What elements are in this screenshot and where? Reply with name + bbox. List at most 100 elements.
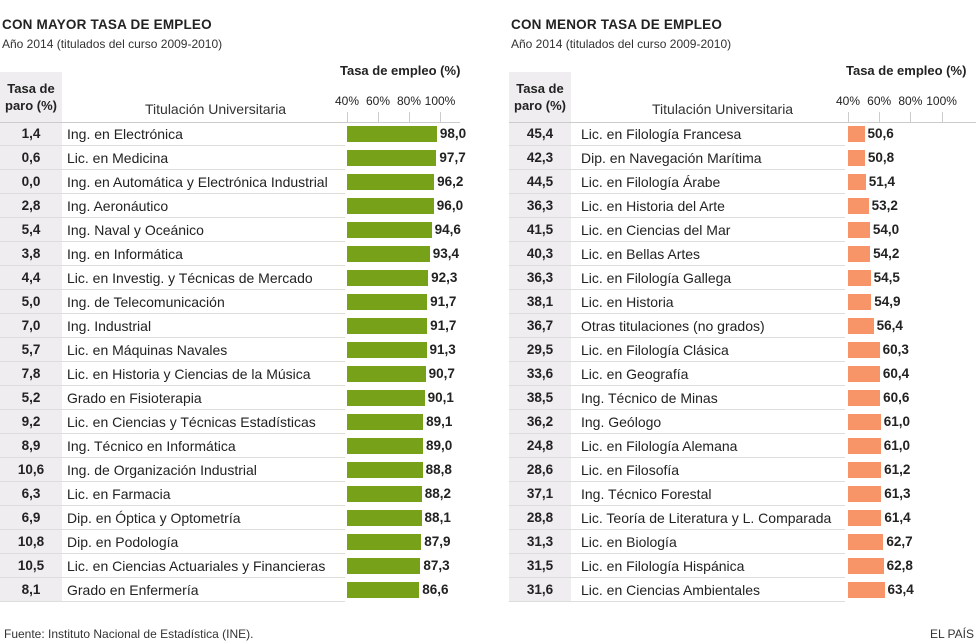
header-paro-line1: Tasa de <box>516 81 564 96</box>
panel-subtitle: Año 2014 (titulados del curso 2009-2010) <box>2 37 223 51</box>
paro-value: 8,1 <box>21 582 41 597</box>
bar <box>347 198 434 214</box>
bar-value: 54,0 <box>872 222 900 237</box>
paro-value: 28,6 <box>526 462 554 477</box>
bar <box>848 174 866 190</box>
row-divider <box>0 553 345 554</box>
titulacion-label: Lic. en Filología Hispánica <box>581 558 745 574</box>
titulacion-label: Ing. en Automática y Electrónica Industr… <box>67 174 328 190</box>
paro-value: 36,2 <box>526 414 554 429</box>
panel-title: CON MENOR TASA DE EMPLEO <box>511 17 723 32</box>
titulacion-label: Lic. en Medicina <box>67 150 169 166</box>
row-divider <box>0 577 345 578</box>
paro-value: 5,0 <box>21 294 41 309</box>
bar-value: 61,0 <box>883 438 911 453</box>
titulacion-label: Lic. en Ciencias del Mar <box>581 222 731 238</box>
titulacion-label: Lic. en Ciencias Actuariales y Financier… <box>67 558 326 574</box>
bar <box>347 342 427 358</box>
titulacion-label: Grado en Fisioterapia <box>67 390 202 406</box>
bar-value: 60,4 <box>882 366 910 381</box>
bar-value: 54,5 <box>873 270 900 285</box>
titulacion-label: Lic. en Farmacia <box>67 486 171 502</box>
paro-value: 10,5 <box>17 558 45 573</box>
row-divider <box>509 337 845 338</box>
bar-value: 89,1 <box>426 414 453 429</box>
table-row: 41,5 Lic. en Ciencias del Mar 54,0 <box>509 218 976 242</box>
bar-value: 61,4 <box>884 510 911 525</box>
paro-value: 6,3 <box>21 486 41 501</box>
titulacion-label: Lic. en Filología Gallega <box>581 270 732 286</box>
table-row: 3,8 Ing. en Informática 93,4 <box>0 242 460 266</box>
titulacion-label: Dip. en Óptica y Optometría <box>67 510 241 526</box>
paro-value: 37,1 <box>526 486 554 501</box>
titulacion-label: Lic. en Máquinas Navales <box>67 342 228 358</box>
titulacion-label: Lic. en Geografía <box>581 366 689 382</box>
table-row: 33,6 Lic. en Geografía 60,4 <box>509 362 976 386</box>
table-row: 5,4 Ing. Naval y Oceánico 94,6 <box>0 218 461 242</box>
row-divider <box>509 505 845 506</box>
titulacion-label: Ing. Industrial <box>67 318 152 334</box>
paro-value: 42,3 <box>526 150 554 165</box>
titulacion-label: Lic. en Historia <box>581 294 674 310</box>
titulacion-label: Ing. Técnico en Informática <box>67 438 236 454</box>
bar <box>848 486 882 502</box>
tick-label: 60% <box>365 94 391 108</box>
titulacion-label: Lic. en Ciencias y Técnicas Estadísticas <box>67 414 316 430</box>
bar <box>848 318 874 334</box>
header-paro-line2: paro (%) <box>514 98 566 113</box>
table-row: 36,3 Lic. en Historia del Arte 53,2 <box>509 194 976 218</box>
titulacion-label: Lic. en Investig. y Técnicas de Mercado <box>67 270 313 286</box>
titulacion-label: Ing. de Telecomunicación <box>67 294 225 310</box>
bar-value: 88,1 <box>424 510 451 525</box>
bar-value: 98,0 <box>439 126 467 141</box>
paro-value: 36,7 <box>526 318 554 333</box>
row-divider <box>509 265 845 266</box>
bar-value: 50,6 <box>867 126 894 141</box>
table-row: 38,5 Ing. Técnico de Minas 60,6 <box>509 386 976 410</box>
paro-value: 2,8 <box>21 198 41 213</box>
bar-value: 61,3 <box>884 486 911 501</box>
paro-value: 3,8 <box>21 246 41 261</box>
bar <box>848 438 881 454</box>
bar <box>347 558 421 574</box>
titulacion-label: Lic. en Filosofía <box>581 462 680 478</box>
row-divider <box>509 385 845 386</box>
paro-value: 8,9 <box>21 438 41 453</box>
bar <box>848 270 871 286</box>
bar <box>347 510 422 526</box>
table-row: 8,9 Ing. Técnico en Informática 89,0 <box>0 434 460 458</box>
paro-value: 38,5 <box>526 390 554 405</box>
bar-value: 90,7 <box>428 366 455 381</box>
bar-value: 86,6 <box>422 582 449 597</box>
bar-value: 51,4 <box>868 174 896 189</box>
bar-value: 93,4 <box>432 246 460 261</box>
table-row: 5,2 Grado en Fisioterapia 90,1 <box>0 386 460 410</box>
table-row: 31,6 Lic. en Ciencias Ambientales 63,4 <box>509 578 976 602</box>
row-divider <box>509 601 845 602</box>
bar <box>347 246 430 262</box>
titulacion-label: Ing. Técnico Forestal <box>581 486 712 502</box>
paro-value: 10,6 <box>17 462 45 477</box>
bar-value: 61,0 <box>883 414 911 429</box>
bar-value: 90,1 <box>427 390 454 405</box>
bar-value: 54,2 <box>873 246 900 261</box>
row-divider <box>0 193 345 194</box>
table-row: 5,0 Ing. de Telecomunicación 91,7 <box>0 290 460 314</box>
titulacion-label: Lic. en Filología Francesa <box>581 126 742 142</box>
row-divider <box>0 313 345 314</box>
bar <box>848 126 865 142</box>
titulacion-label: Lic. en Filología Alemana <box>581 438 738 454</box>
table-row: 7,8 Lic. en Historia y Ciencias de la Mús… <box>0 362 460 386</box>
tick-label: 100% <box>424 94 456 108</box>
row-divider <box>0 337 345 338</box>
bar-value: 94,6 <box>434 222 461 237</box>
header-divider <box>0 122 460 123</box>
bar-value: 62,7 <box>886 534 913 549</box>
table-row: 7,0 Ing. Industrial 91,7 <box>0 314 460 338</box>
titulacion-label: Ing. de Organización Industrial <box>67 462 257 478</box>
bar <box>347 486 422 502</box>
bar-value: 87,3 <box>423 558 450 573</box>
row-divider <box>509 361 845 362</box>
header-empleo: Tasa de empleo (%) <box>340 63 461 78</box>
table-row: 40,3 Lic. en Bellas Artes 54,2 <box>509 242 976 266</box>
